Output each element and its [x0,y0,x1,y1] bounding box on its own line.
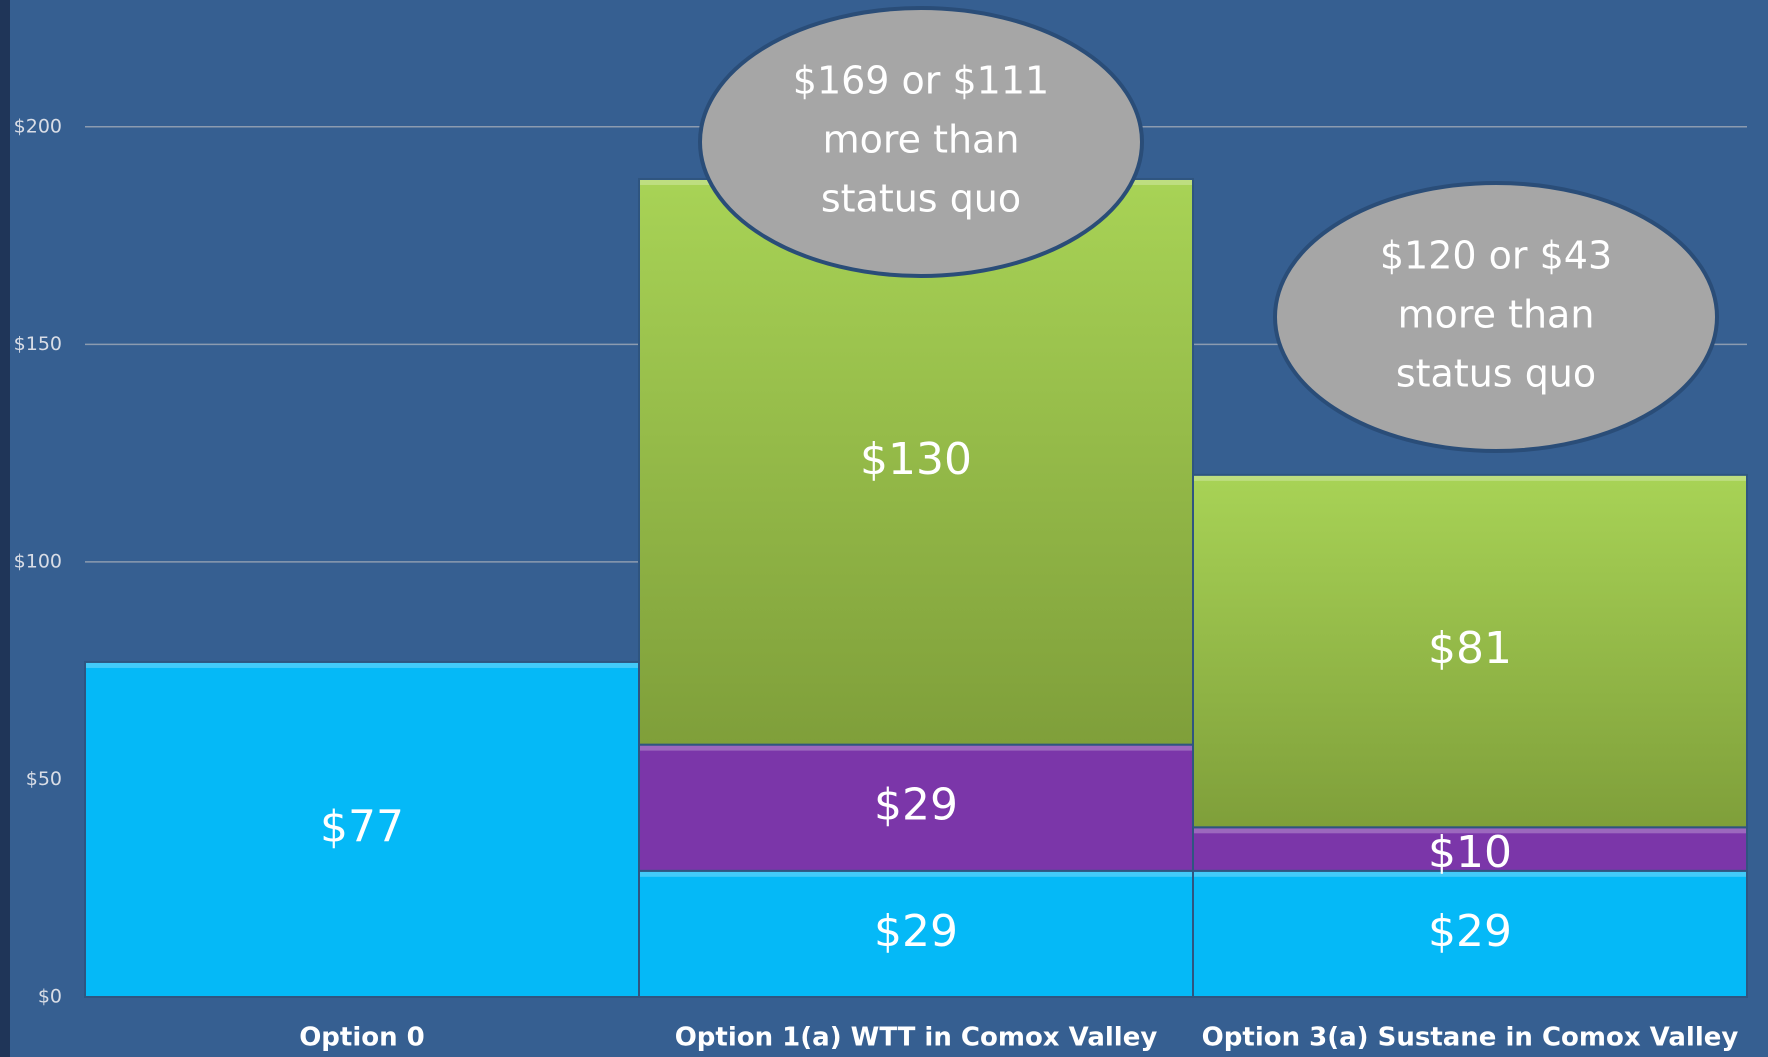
callout-text: more than [823,118,1020,162]
bar-segment [638,869,1194,998]
value-label: $10 [1428,827,1512,878]
bar-segment [84,660,640,998]
x-tick-label: Option 0 [299,1023,425,1053]
value-label: $29 [874,780,958,831]
bar-highlight [1194,871,1746,877]
value-label: $77 [320,801,404,852]
callout-text: $169 or $111 [793,59,1049,103]
value-label: $29 [874,906,958,957]
x-tick-label: Option 1(a) WTT in Comox Valley [675,1023,1158,1053]
bar-highlight [1194,475,1746,481]
callout-text: status quo [821,177,1021,221]
bar-segment [1192,473,1748,829]
value-label: $29 [1428,906,1512,957]
callout-bubble [1273,181,1719,453]
x-tick-label: Option 3(a) Sustane in Comox Valley [1202,1023,1739,1053]
y-tick-label: $50 [26,768,62,790]
callout-text: status quo [1396,352,1596,396]
y-tick-label: $100 [14,550,62,572]
callout-text: more than [1398,293,1595,337]
value-label: $81 [1428,623,1512,674]
callout-text: $120 or $43 [1380,234,1612,278]
left-border [0,0,10,1057]
bar-highlight [1194,828,1746,834]
y-tick-label: $0 [38,986,62,1008]
y-tick-label: $150 [14,333,62,355]
value-label: $130 [860,434,972,485]
callout-bubble [698,6,1144,278]
bar-highlight [640,745,1192,751]
bar-highlight [640,871,1192,877]
bar-highlight [86,662,638,668]
bar-segment [1192,826,1748,872]
y-tick-label: $200 [14,115,62,137]
bar-segment [1192,869,1748,998]
bar-segment [638,743,1194,872]
